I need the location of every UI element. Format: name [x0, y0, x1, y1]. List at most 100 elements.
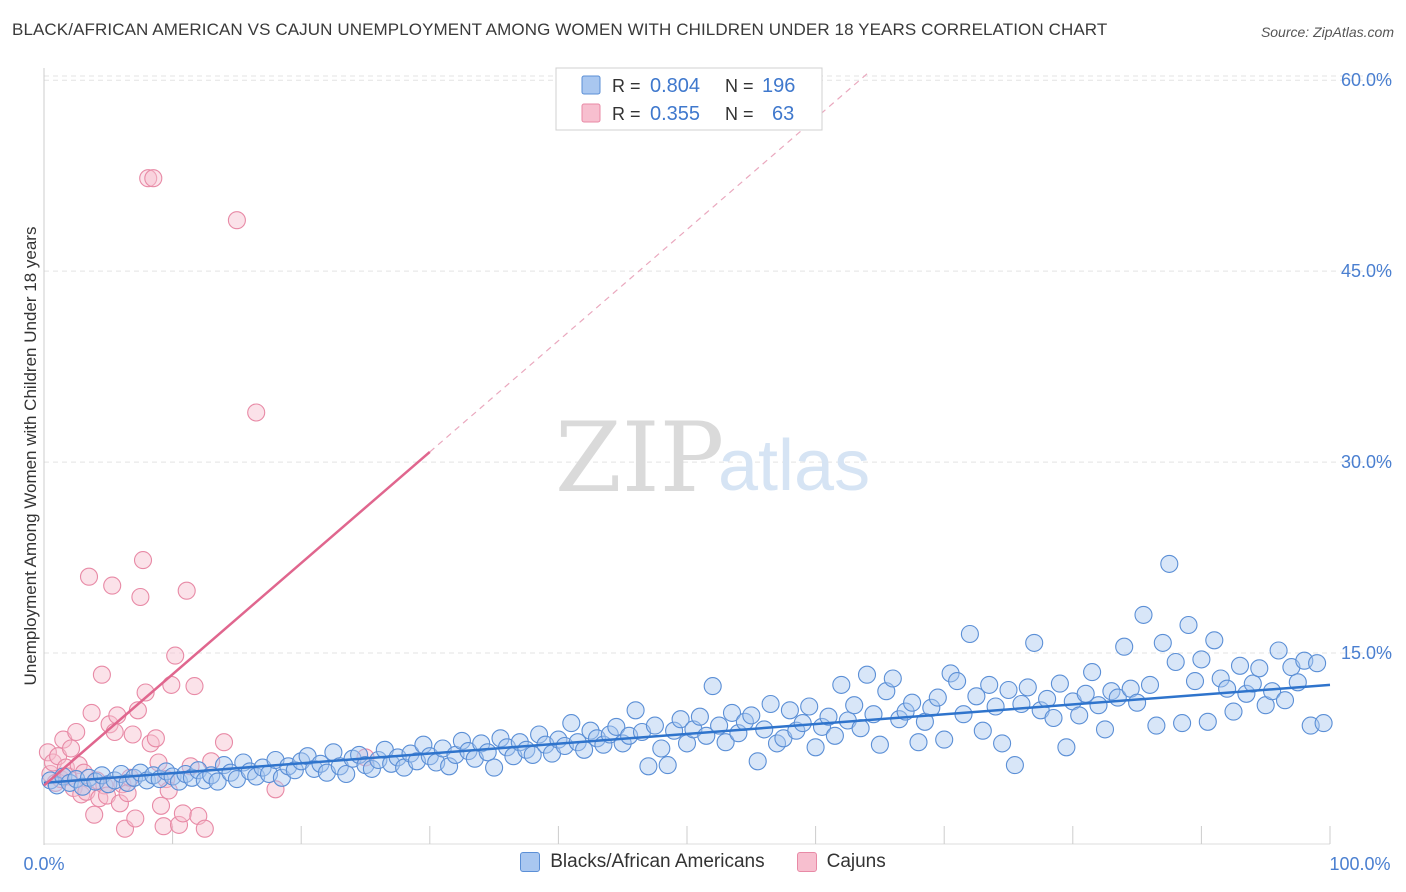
- legend-swatch-pink: [796, 852, 817, 872]
- legend-item-blacks: Blacks/African Americans: [520, 851, 765, 873]
- cajun-point: [136, 683, 155, 702]
- black-point: [1269, 641, 1288, 660]
- black-point: [928, 688, 947, 707]
- legend-label-cajuns: Cajuns: [826, 851, 886, 872]
- black-point: [1025, 633, 1044, 652]
- black-points: [41, 554, 1333, 796]
- black-point: [1173, 714, 1192, 733]
- black-point: [999, 680, 1018, 700]
- black-point: [1134, 605, 1153, 624]
- watermark-zip: ZIP: [555, 402, 724, 514]
- legend-top: R = 0.804 N = 196 R = 0.355 N = 63: [555, 67, 823, 131]
- x-tick-label-min: 0.0%: [23, 854, 64, 874]
- black-point: [1192, 650, 1211, 669]
- legend-top-r-value-2: 0.355: [650, 103, 700, 125]
- black-point: [780, 701, 799, 720]
- y-tick-labels: 15.0% 30.0% 45.0% 60.0%: [1341, 70, 1392, 663]
- black-point: [362, 759, 381, 778]
- legend-top-n-label-1: N =: [725, 76, 754, 96]
- black-point: [980, 675, 999, 694]
- cajun-point: [214, 733, 234, 752]
- black-point: [967, 687, 986, 706]
- x-tick-marks: [43, 826, 1331, 845]
- black-point: [761, 694, 780, 714]
- black-point: [1263, 682, 1282, 701]
- cajun-point: [61, 739, 81, 758]
- legend-top-blue-swatch: [581, 75, 601, 95]
- black-point: [793, 714, 812, 733]
- black-point: [1218, 679, 1237, 698]
- black-point: [1198, 712, 1217, 731]
- cajun-point: [123, 725, 142, 744]
- black-point: [1230, 656, 1250, 675]
- cajun-trend-line-extension: [429, 73, 868, 453]
- black-point: [530, 725, 549, 744]
- y-axis-label: Unemployment Among Women with Children U…: [21, 227, 40, 686]
- cajun-point: [105, 722, 124, 742]
- legend-top-n-value-1: 196: [762, 75, 795, 97]
- chart-title: BLACK/AFRICAN AMERICAN VS CAJUN UNEMPLOY…: [12, 20, 1108, 39]
- black-point: [440, 757, 459, 776]
- black-point: [1102, 682, 1121, 701]
- y-tick-label-45: 45.0%: [1341, 261, 1392, 281]
- black-point: [935, 730, 954, 749]
- black-point: [1205, 631, 1224, 650]
- black-point: [1160, 554, 1179, 573]
- black-point: [1018, 678, 1037, 697]
- legend-top-pink-swatch: [581, 103, 601, 123]
- x-tick-label-max: 100.0%: [1329, 854, 1390, 874]
- black-point: [1050, 674, 1069, 693]
- black-point: [716, 733, 735, 752]
- cajun-point: [139, 169, 158, 188]
- black-point: [652, 739, 671, 758]
- black-point: [1044, 708, 1063, 728]
- black-point: [710, 716, 729, 735]
- cajun-point: [92, 665, 111, 684]
- black-point: [1115, 637, 1134, 656]
- cajun-points: [38, 169, 375, 838]
- black-point: [1147, 716, 1166, 735]
- legend-top-r-value-1: 0.804: [650, 75, 700, 97]
- black-point: [903, 693, 922, 712]
- black-point: [870, 735, 889, 754]
- black-point: [1005, 756, 1024, 775]
- black-trend-line: [43, 683, 1331, 785]
- black-point: [948, 672, 967, 691]
- cajun-point: [133, 551, 153, 570]
- cajun-point: [67, 722, 86, 742]
- cajun-point: [79, 567, 99, 586]
- black-point: [941, 664, 960, 683]
- legend-top-r-label-2: R =: [612, 104, 641, 124]
- black-point: [452, 731, 471, 750]
- black-point: [285, 761, 304, 780]
- legend-bottom: Blacks/African Americans Cajuns: [0, 851, 1406, 873]
- legend-label-blacks: Blacks/African Americans: [550, 851, 765, 872]
- black-point: [639, 757, 658, 776]
- cajun-point: [166, 646, 185, 665]
- cajun-point: [141, 734, 160, 753]
- black-point: [1185, 672, 1205, 691]
- black-point: [645, 716, 664, 735]
- cajun-point: [185, 677, 204, 696]
- black-point: [1166, 652, 1185, 672]
- black-point: [1089, 696, 1108, 715]
- cajun-point: [195, 819, 214, 838]
- cajun-point: [266, 780, 285, 799]
- cajun-point: [227, 211, 246, 230]
- black-point: [909, 733, 928, 752]
- cajun-point: [103, 576, 122, 595]
- black-point: [1179, 615, 1198, 635]
- y-tick-label-30: 30.0%: [1341, 452, 1392, 472]
- black-point: [1275, 691, 1295, 710]
- cajun-point: [146, 729, 165, 748]
- black-point: [845, 696, 864, 715]
- legend-swatch-blue: [520, 852, 541, 872]
- black-point: [337, 764, 356, 784]
- legend-top-n-value-2: 63: [772, 103, 794, 125]
- cajun-point: [173, 804, 192, 823]
- black-point: [1308, 654, 1327, 673]
- source-label: Source: ZipAtlas.com: [1260, 24, 1394, 40]
- black-point: [472, 734, 491, 753]
- black-point: [883, 669, 902, 688]
